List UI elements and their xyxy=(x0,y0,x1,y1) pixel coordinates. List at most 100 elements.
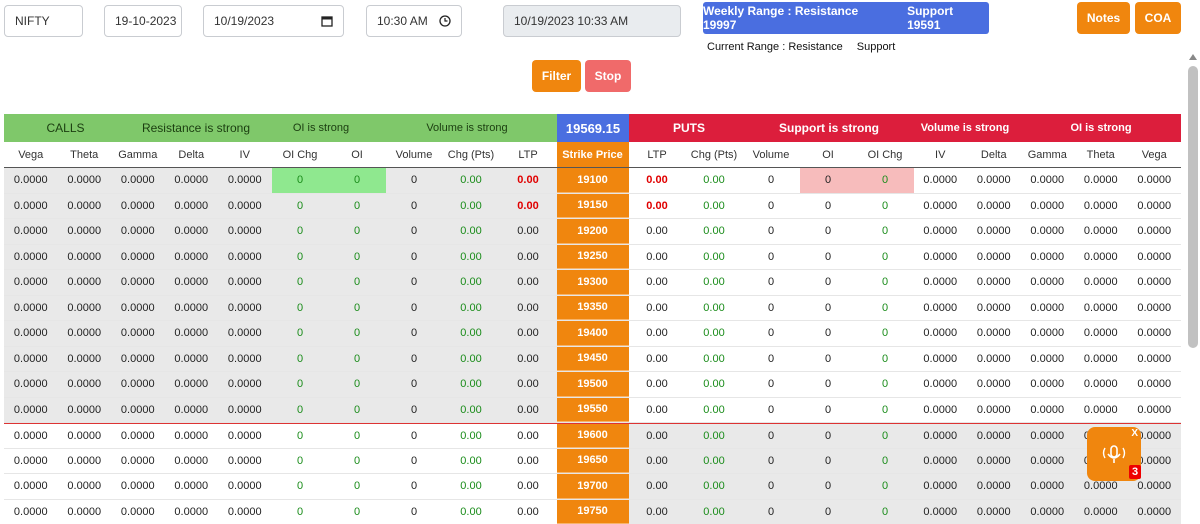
strike-price-cell[interactable]: 19300 xyxy=(556,270,629,295)
put-oi: 0 xyxy=(824,378,832,391)
put-theta: 0.0000 xyxy=(1083,199,1118,212)
put-gamma: 0.0000 xyxy=(1030,301,1065,314)
put-delta: 0.0000 xyxy=(967,474,1021,499)
filter-button[interactable]: Filter xyxy=(532,60,581,92)
notes-button[interactable]: Notes xyxy=(1077,2,1130,34)
call-chg-pts: 0.00 xyxy=(460,505,482,518)
call-iv: 0.0000 xyxy=(218,193,272,218)
date-text-input[interactable]: 19-10-2023 xyxy=(104,5,182,37)
put-col-chg-pts[interactable]: Chg (Pts) xyxy=(690,148,738,161)
strike-price-cell[interactable]: 19650 xyxy=(556,448,629,473)
call-gamma: 0.0000 xyxy=(120,454,155,467)
put-delta: 0.0000 xyxy=(976,301,1011,314)
call-col-gamma[interactable]: Gamma xyxy=(118,148,158,161)
call-col-delta[interactable]: Delta xyxy=(178,148,205,161)
call-col-oi-chg[interactable]: OI Chg xyxy=(282,148,318,161)
call-vega: 0.0000 xyxy=(13,454,48,467)
call-col-ltp[interactable]: LTP xyxy=(518,148,538,161)
put-chg-pts: 0.00 xyxy=(685,474,743,499)
call-gamma: 0.0000 xyxy=(111,244,165,269)
put-vega: 0.0000 xyxy=(1137,174,1172,187)
put-volume: 0 xyxy=(742,499,800,524)
put-col-vega[interactable]: Vega xyxy=(1141,148,1167,161)
strike-price-cell[interactable]: 19250 xyxy=(556,244,629,269)
strike-price-cell[interactable]: 19100 xyxy=(556,168,629,193)
call-iv: 0.0000 xyxy=(218,346,272,371)
call-theta: 0.0000 xyxy=(57,168,111,193)
strike-price-cell[interactable]: 19700 xyxy=(556,474,629,499)
put-oi: 0 xyxy=(824,276,832,289)
call-col-oi[interactable]: OI xyxy=(351,148,363,161)
strike-price-cell[interactable]: 19500 xyxy=(556,372,629,397)
strike-price-col[interactable]: Strike Price xyxy=(556,142,629,167)
coa-button[interactable]: COA xyxy=(1135,2,1181,34)
call-oi: 0 xyxy=(353,429,361,442)
call-col-vega[interactable]: Vega xyxy=(18,148,44,161)
put-oi-chg: 0 xyxy=(856,168,914,193)
call-delta: 0.0000 xyxy=(164,397,218,422)
strike-price-cell[interactable]: 19600 xyxy=(556,424,629,448)
strike-price-cell[interactable]: 19150 xyxy=(556,193,629,218)
voice-assistant-widget[interactable]: X 3 xyxy=(1087,427,1141,481)
put-col-theta[interactable]: Theta xyxy=(1086,148,1115,161)
clock-icon[interactable] xyxy=(439,15,451,27)
put-chg-pts: 0.00 xyxy=(703,225,725,238)
weekly-range-resistance: Weekly Range : Resistance 19997 xyxy=(703,4,893,32)
puts-label: PUTS xyxy=(629,114,749,142)
put-theta: 0.0000 xyxy=(1074,499,1128,524)
symbol-input[interactable]: NIFTY xyxy=(4,5,83,37)
call-oi-chg: 0 xyxy=(271,295,329,320)
strike-price-cell[interactable]: 19200 xyxy=(556,219,629,244)
put-oi-chg: 0 xyxy=(881,352,889,365)
call-volume: 0 xyxy=(385,346,443,371)
scroll-up-arrow-icon[interactable] xyxy=(1189,54,1197,60)
calendar-icon[interactable] xyxy=(321,15,333,27)
put-col-gamma[interactable]: Gamma xyxy=(1027,148,1067,161)
put-ltp: 0.00 xyxy=(646,174,668,187)
call-ltp: 0.00 xyxy=(499,219,557,244)
put-col-oi[interactable]: OI xyxy=(822,148,834,161)
table-row: 0.0000 0.0000 0.0000 0.0000 0.0000 0 0 0 0.00 0.0… xyxy=(4,193,1181,219)
call-vega: 0.0000 xyxy=(4,270,58,295)
strike-price-cell[interactable]: 19350 xyxy=(556,295,629,320)
put-col-oi-chg[interactable]: OI Chg xyxy=(867,148,903,161)
call-col-chg-pts[interactable]: Chg (Pts) xyxy=(447,148,495,161)
put-col-volume[interactable]: Volume xyxy=(752,148,790,161)
call-delta: 0.0000 xyxy=(174,429,209,442)
strike-price-cell[interactable]: 19400 xyxy=(556,321,629,346)
call-oi: 0 xyxy=(353,505,361,518)
call-col-volume[interactable]: Volume xyxy=(395,148,433,161)
put-col-ltp[interactable]: LTP xyxy=(647,148,667,161)
call-gamma: 0.0000 xyxy=(111,219,165,244)
call-oi: 0 xyxy=(353,480,361,493)
put-ltp: 0.00 xyxy=(646,352,668,365)
put-theta: 0.0000 xyxy=(1083,174,1118,187)
call-oi-chg: 0 xyxy=(271,321,329,346)
strike-price-cell[interactable]: 19750 xyxy=(556,499,629,524)
call-col-theta[interactable]: Theta xyxy=(70,148,99,161)
put-vega: 0.0000 xyxy=(1137,301,1172,314)
strike-price-cell[interactable]: 19450 xyxy=(556,346,629,371)
strike-price-cell[interactable]: 19550 xyxy=(556,397,629,422)
put-oi: 0 xyxy=(799,499,857,524)
call-delta: 0.0000 xyxy=(164,270,218,295)
put-vega: 0.0000 xyxy=(1137,276,1172,289)
voice-close-button[interactable]: X xyxy=(1131,428,1138,439)
call-col-iv[interactable]: IV xyxy=(239,148,250,161)
put-volume: 0 xyxy=(767,301,775,314)
vertical-scrollbar[interactable] xyxy=(1188,66,1198,348)
put-col-iv[interactable]: IV xyxy=(935,148,946,161)
put-delta: 0.0000 xyxy=(976,403,1011,416)
call-gamma: 0.0000 xyxy=(120,429,155,442)
call-theta: 0.0000 xyxy=(67,429,102,442)
date-picker-input[interactable]: 10/19/2023 xyxy=(203,5,344,37)
call-iv: 0.0000 xyxy=(227,454,262,467)
weekly-resistance-label: Resistance xyxy=(794,4,859,18)
call-ltp: 0.00 xyxy=(517,454,539,467)
time-input[interactable]: 10:30 AM xyxy=(366,5,462,37)
stop-button[interactable]: Stop xyxy=(585,60,631,92)
call-delta: 0.0000 xyxy=(174,505,209,518)
put-delta: 0.0000 xyxy=(967,424,1021,448)
call-gamma: 0.0000 xyxy=(111,270,165,295)
put-col-delta[interactable]: Delta xyxy=(980,148,1007,161)
